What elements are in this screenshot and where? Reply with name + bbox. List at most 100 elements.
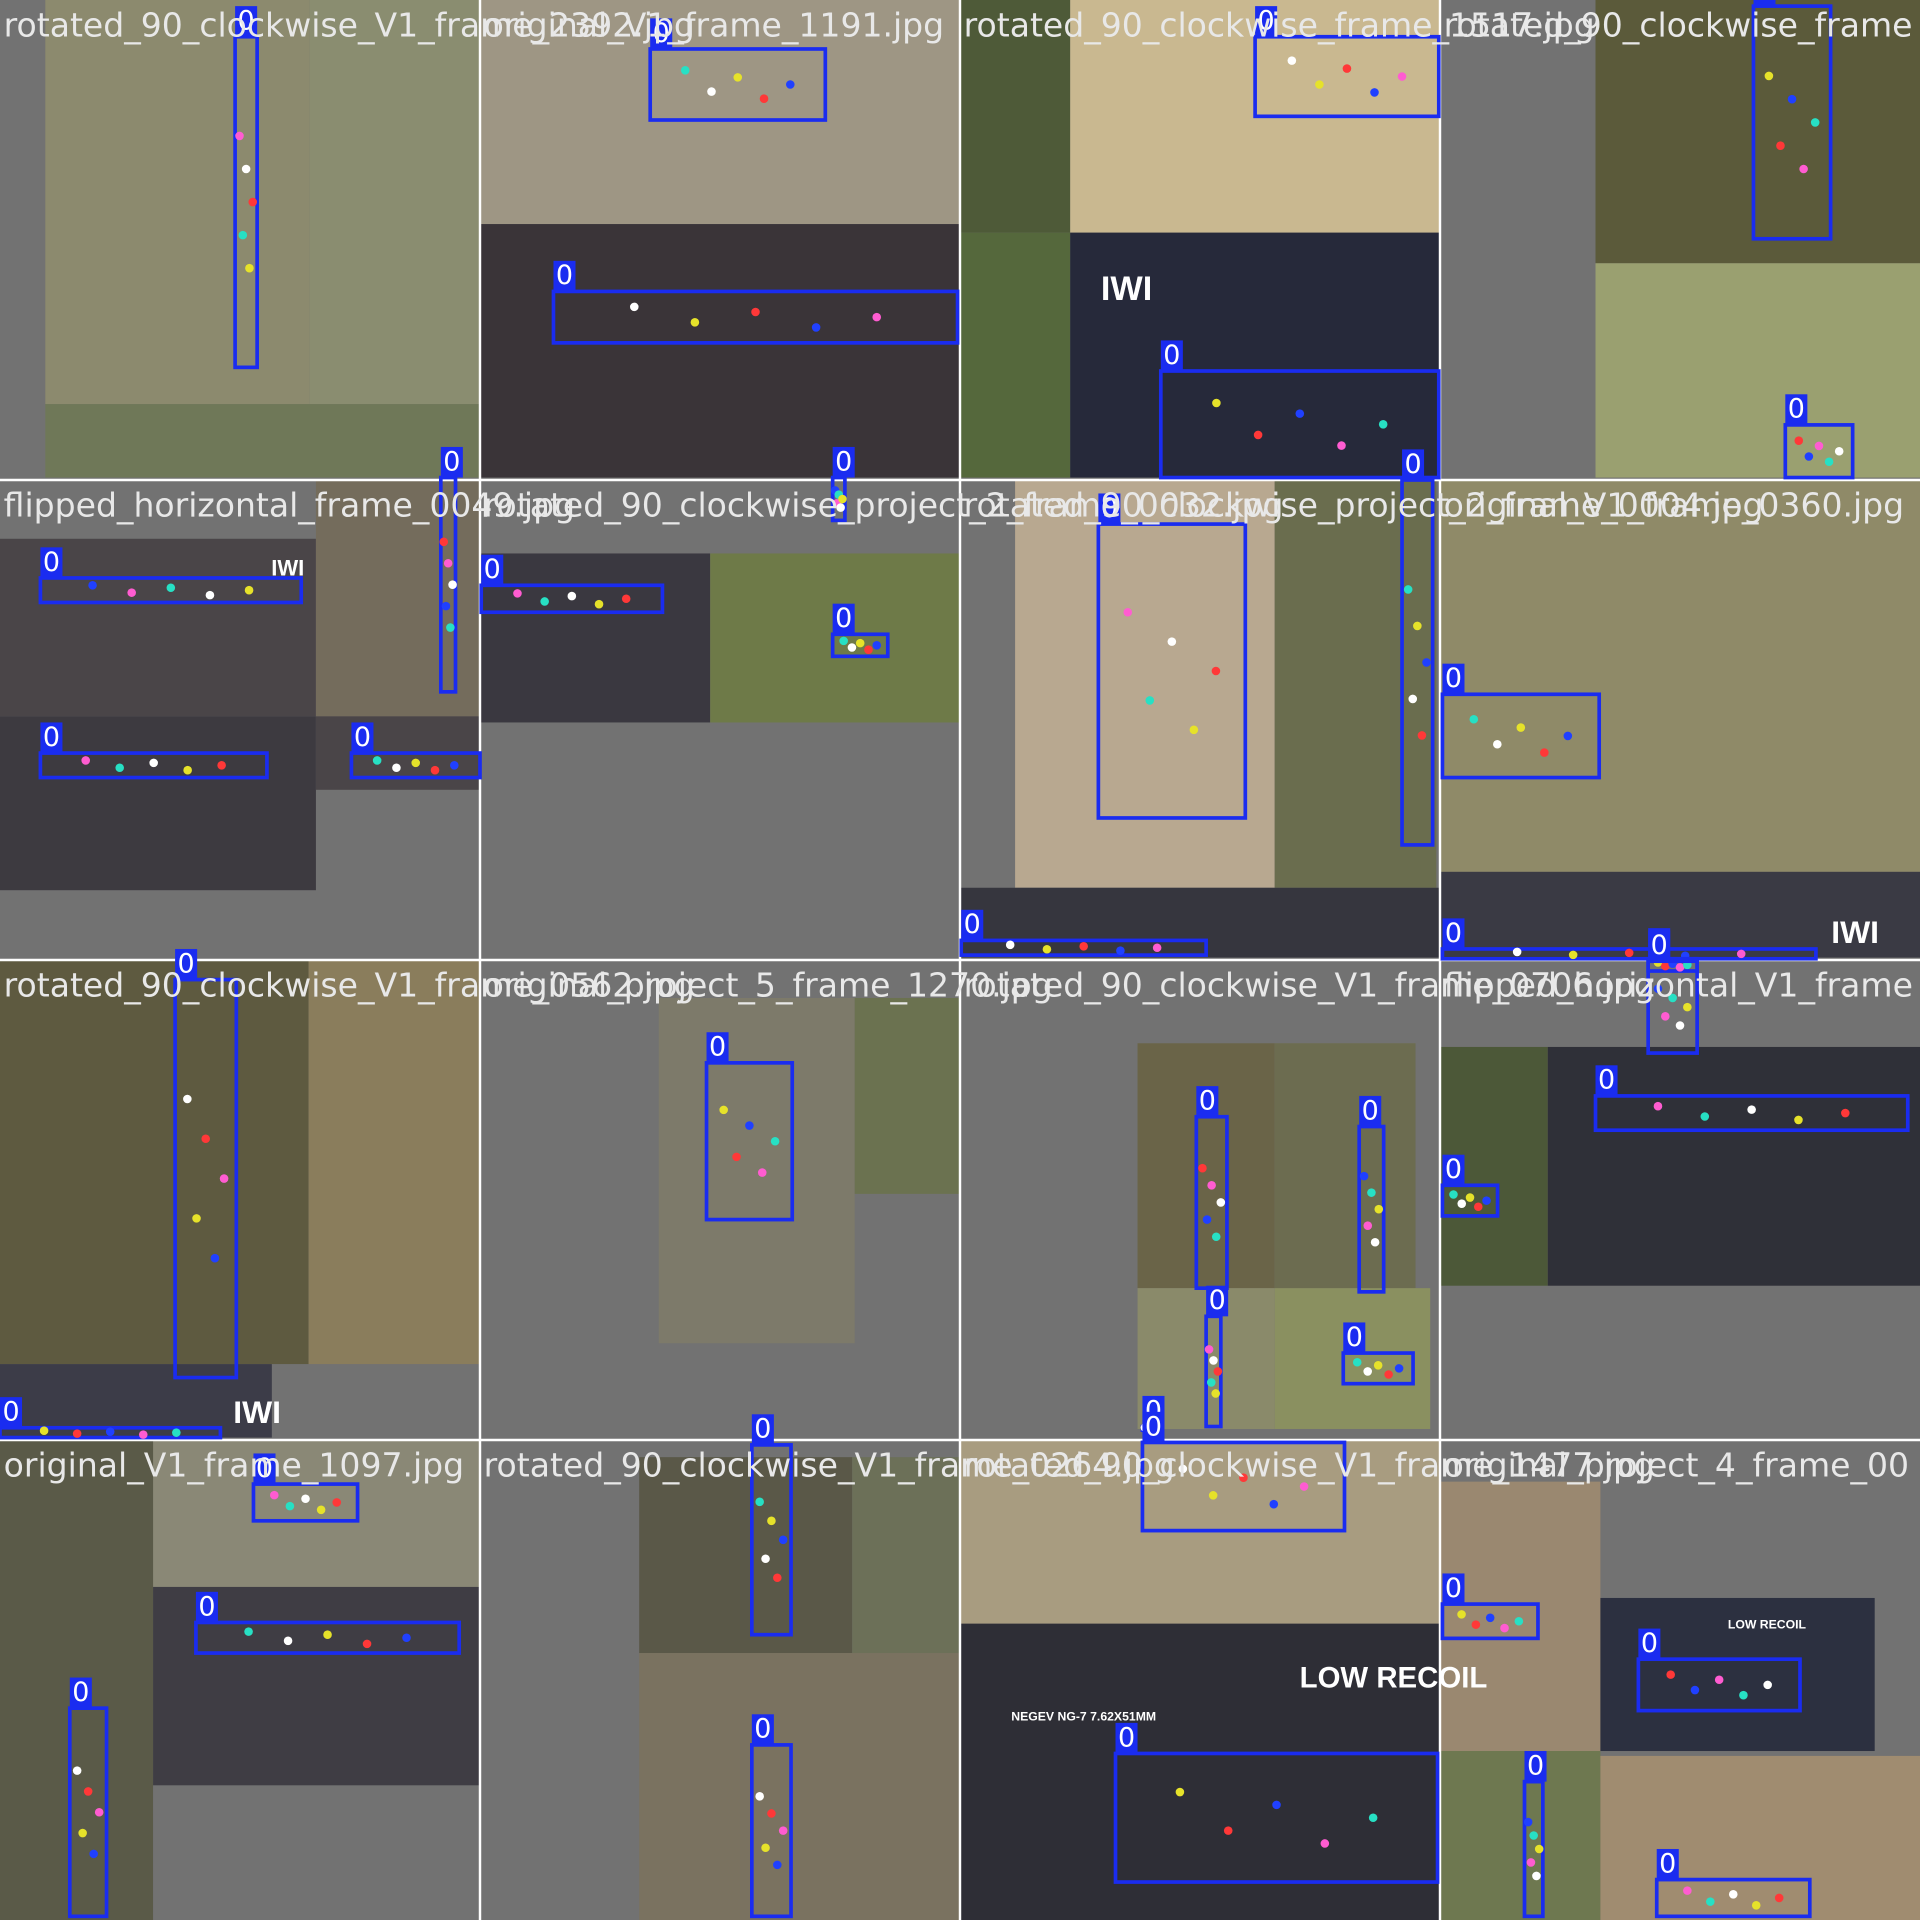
bounding-box — [38, 576, 304, 605]
keypoint — [446, 623, 455, 632]
keypoint — [1272, 1800, 1281, 1810]
keypoint — [1211, 1389, 1220, 1398]
box-label: 0 — [1651, 930, 1668, 961]
photo-region — [45, 404, 480, 478]
keypoint — [1367, 1188, 1376, 1197]
keypoint — [285, 1501, 295, 1511]
box-label-bg — [40, 547, 63, 578]
keypoint — [1683, 1002, 1692, 1012]
keypoint — [1167, 637, 1177, 646]
overlay-text: LOW RECOIL — [1728, 1618, 1807, 1632]
keypoint — [1413, 621, 1422, 631]
keypoint — [1253, 430, 1263, 440]
box-label: 0 — [1199, 1086, 1216, 1117]
box-label: 0 — [1598, 1065, 1615, 1096]
keypoint — [392, 763, 401, 773]
box-label-bg — [751, 1714, 774, 1745]
box-label: 0 — [354, 722, 371, 753]
keypoint — [1736, 949, 1746, 959]
keypoint — [761, 1843, 770, 1853]
box-label-bg — [195, 1591, 218, 1623]
tile-filename: flipped_horizontal_V1_frame — [1444, 965, 1913, 1004]
overlay-text: IWI — [1831, 914, 1879, 950]
tile-filename: rotated_90_clockwise_frame_1517.jpg — [964, 5, 1595, 44]
photo-region — [1015, 480, 1275, 888]
bounding-box — [1158, 369, 1441, 480]
box-label: 0 — [2, 1397, 19, 1428]
keypoint — [1690, 1685, 1700, 1695]
keypoint — [1568, 950, 1578, 960]
photo-region — [854, 997, 960, 1194]
keypoint — [245, 263, 254, 273]
photo-region — [852, 1457, 960, 1654]
box-label-bg — [1442, 663, 1465, 695]
keypoint — [450, 761, 459, 770]
keypoint — [1675, 963, 1685, 972]
keypoint — [1223, 1826, 1233, 1835]
keypoint — [1216, 1198, 1226, 1207]
keypoint — [1363, 1221, 1373, 1230]
keypoint — [778, 1826, 788, 1835]
keypoint — [1189, 725, 1199, 735]
keypoint — [1202, 1215, 1212, 1224]
keypoint — [680, 66, 690, 75]
keypoint — [94, 1807, 104, 1817]
box-label-bg — [1098, 493, 1121, 525]
box-label: 0 — [1258, 6, 1275, 37]
keypoint — [443, 558, 453, 568]
keypoint — [201, 1134, 210, 1144]
keypoint — [1457, 1199, 1467, 1208]
keypoint — [757, 1168, 767, 1177]
box-label: 0 — [1659, 1848, 1676, 1879]
box-label-bg — [253, 1453, 276, 1485]
keypoint — [1449, 1190, 1458, 1199]
keypoint — [1763, 1680, 1772, 1690]
keypoint — [1374, 1204, 1384, 1214]
keypoint — [1342, 64, 1352, 73]
keypoint — [838, 494, 847, 504]
keypoint — [1397, 72, 1407, 81]
keypoint — [244, 1627, 253, 1636]
keypoint — [1320, 1839, 1330, 1848]
keypoint — [773, 1573, 782, 1583]
keypoint — [1675, 1021, 1685, 1030]
tile-filename: rotated_90_clockwise_V1_frame_0562.jpg — [4, 965, 695, 1004]
keypoint — [149, 758, 158, 768]
box-label: 0 — [72, 1677, 89, 1708]
keypoint — [238, 230, 248, 240]
keypoint — [1213, 1367, 1223, 1376]
box-label: 0 — [709, 1032, 726, 1063]
keypoint — [1563, 731, 1573, 741]
overlay-text: IWI — [1101, 270, 1152, 308]
keypoint — [1700, 1112, 1710, 1121]
keypoint — [1042, 944, 1052, 954]
bounding-box — [1783, 423, 1855, 480]
photo-region — [1595, 0, 1920, 264]
keypoint — [707, 87, 716, 96]
box-label: 0 — [1756, 0, 1773, 6]
keypoint — [759, 94, 769, 103]
box-label: 0 — [1445, 663, 1462, 694]
keypoint — [372, 756, 382, 765]
box-label: 0 — [198, 1591, 215, 1622]
photo-region — [1274, 1288, 1431, 1429]
box-label-bg — [1442, 918, 1465, 949]
photo-region — [960, 887, 1440, 958]
keypoint — [1774, 1893, 1784, 1903]
keypoint — [1403, 585, 1413, 594]
bounding-box — [1751, 4, 1833, 241]
photo-region — [639, 1653, 960, 1920]
box-label: 0 — [1788, 394, 1805, 425]
keypoint — [1123, 607, 1133, 617]
keypoint — [1079, 942, 1088, 951]
photo-region — [480, 0, 960, 225]
box-label: 0 — [964, 909, 981, 940]
keypoint — [1764, 71, 1774, 81]
tile-filename: rotated_90_clockwise_V1_frame_0264.jpg — [484, 1445, 1175, 1484]
box-label-bg — [961, 909, 984, 941]
bounding-box — [1440, 1602, 1540, 1641]
bounding-box — [173, 977, 239, 1380]
keypoint — [235, 131, 244, 141]
keypoint — [1211, 1232, 1221, 1242]
keypoint — [89, 1849, 98, 1859]
